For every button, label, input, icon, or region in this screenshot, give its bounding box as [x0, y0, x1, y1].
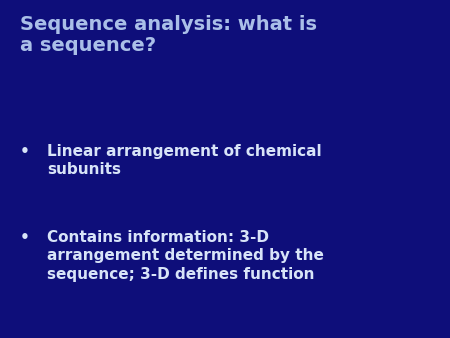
Text: •: •: [20, 144, 30, 159]
Text: Linear arrangement of chemical
subunits: Linear arrangement of chemical subunits: [47, 144, 322, 177]
Text: Sequence analysis: what is
a sequence?: Sequence analysis: what is a sequence?: [20, 15, 317, 55]
Text: •: •: [20, 230, 30, 245]
Text: Contains information: 3-D
arrangement determined by the
sequence; 3-D defines fu: Contains information: 3-D arrangement de…: [47, 230, 324, 282]
